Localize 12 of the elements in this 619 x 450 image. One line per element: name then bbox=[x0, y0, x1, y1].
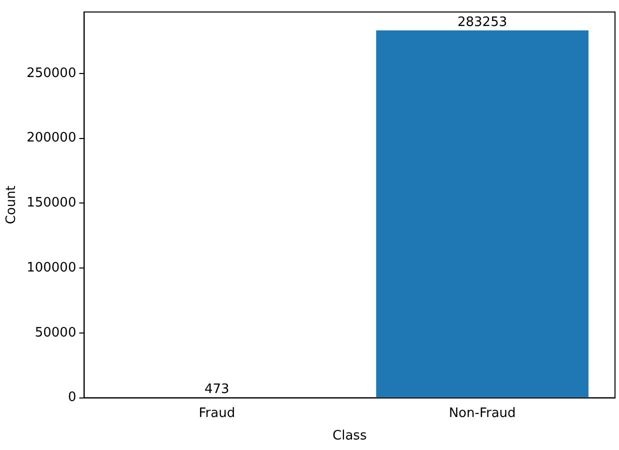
y-tick-label: 200000 bbox=[26, 130, 76, 146]
y-tick-label: 100000 bbox=[26, 260, 76, 276]
y-axis-title: Count bbox=[4, 186, 20, 224]
y-tick-label: 250000 bbox=[26, 66, 76, 81]
x-tick-label: Fraud bbox=[198, 406, 236, 421]
x-axis-title: Class bbox=[332, 428, 367, 444]
data-label: 473 bbox=[204, 382, 230, 398]
x-tick-label: Non-Fraud bbox=[448, 406, 516, 421]
data-label: 283253 bbox=[457, 15, 508, 30]
y-tick-label: 50000 bbox=[34, 325, 76, 340]
y-tick-label: 0 bbox=[68, 390, 76, 406]
y-tick-label: 150000 bbox=[26, 196, 76, 211]
